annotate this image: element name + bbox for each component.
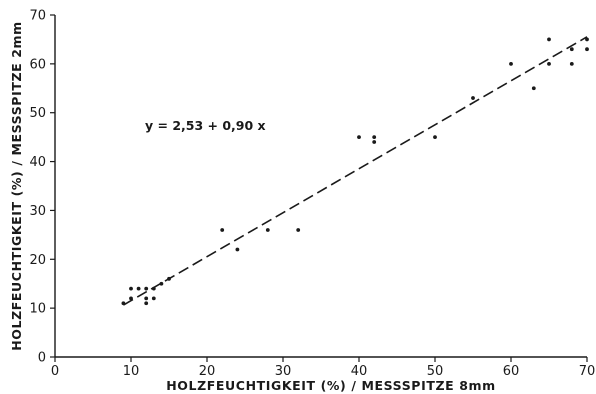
data-point [129, 286, 133, 291]
data-point [585, 37, 589, 42]
data-point [372, 135, 377, 140]
x-tick-label: 10 [123, 364, 140, 379]
x-axis-title: HOLZFEUCHTIGKEIT (%) / MESSSPITZE 8mm [166, 378, 496, 393]
y-tick-label: 40 [29, 155, 46, 170]
data-point [144, 296, 149, 301]
data-point [296, 228, 301, 232]
x-tick-label: 60 [503, 364, 520, 379]
data-point [509, 61, 513, 66]
data-point [159, 281, 164, 286]
data-point [433, 135, 437, 140]
y-tick-label: 70 [29, 9, 46, 24]
axes [54, 15, 587, 358]
data-point [547, 37, 551, 42]
y-tick-label: 30 [29, 204, 46, 219]
data-point [265, 228, 270, 232]
x-tick-label: 40 [351, 364, 368, 379]
data-point [235, 247, 240, 252]
data-point [144, 286, 149, 291]
x-tick-label: 50 [427, 364, 444, 379]
data-point [471, 96, 475, 100]
x-tick-label: 20 [199, 364, 216, 379]
data-point [220, 228, 225, 232]
y-tick-label: 50 [29, 106, 46, 121]
data-points [121, 37, 589, 306]
data-point [372, 140, 377, 144]
y-tick-label: 10 [29, 302, 46, 317]
data-point [531, 86, 536, 91]
data-point [144, 301, 149, 306]
data-point [569, 47, 574, 52]
data-point [585, 47, 589, 52]
y-axis-title: HOLZFEUCHTIGKEIT (%) / MESSSPITZE 2mm [9, 21, 24, 351]
y-tick-label: 60 [29, 57, 46, 72]
x-tick-label: 70 [579, 364, 596, 379]
y-tick-label: 20 [29, 253, 46, 268]
x-tick-label: 0 [51, 364, 59, 379]
x-tick-label: 30 [275, 364, 292, 379]
ticks: 0 10 20 30 40 50 60 70 0 10 20 30 40 50 60 70 [29, 9, 595, 380]
data-point [357, 135, 361, 140]
data-point [136, 286, 141, 291]
data-point [569, 61, 574, 66]
data-point [547, 61, 551, 66]
regression-equation: y = 2,53 + 0,90 x [145, 118, 266, 133]
y-tick-label: 0 [38, 351, 46, 366]
regression-line [122, 36, 588, 306]
data-point [151, 296, 156, 301]
